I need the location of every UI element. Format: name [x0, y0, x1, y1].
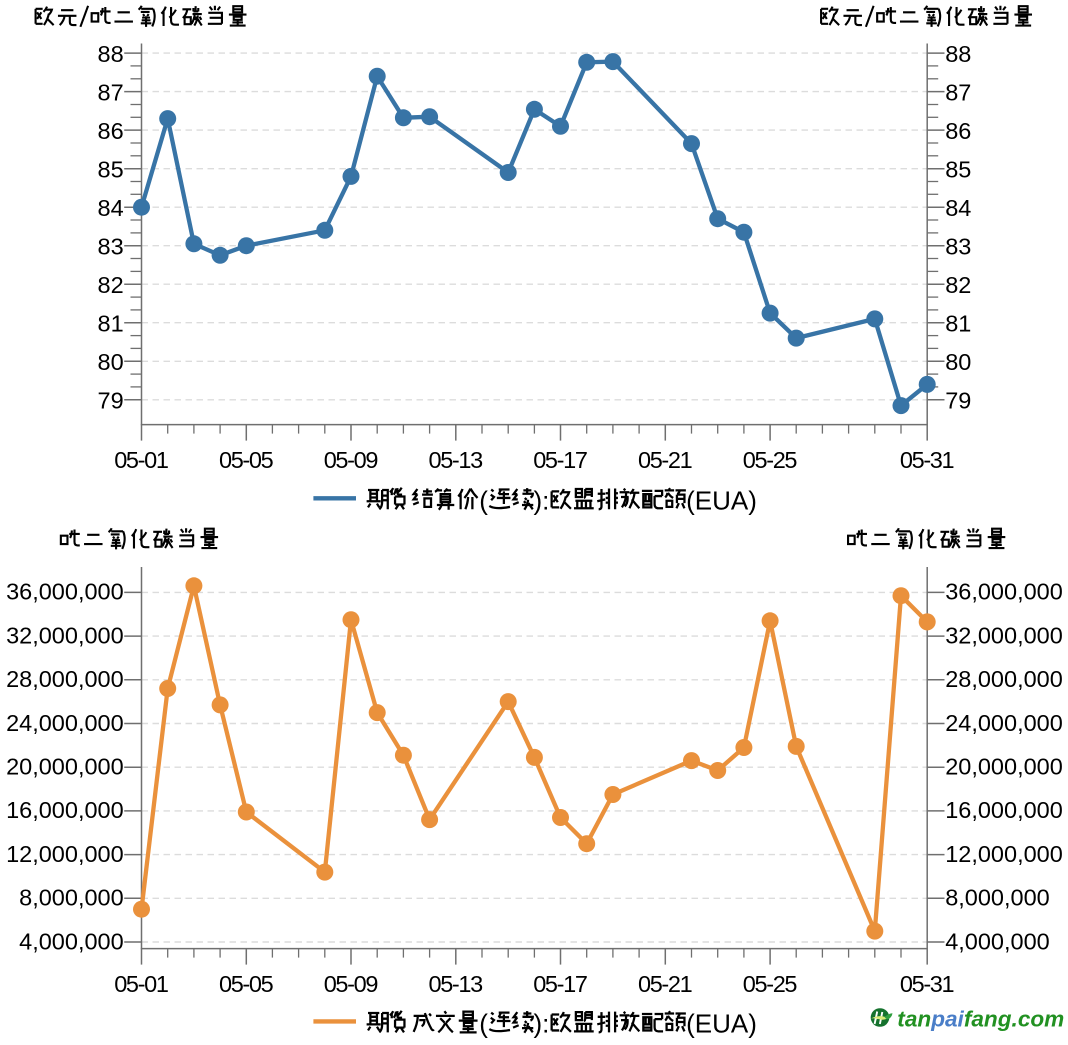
svg-text:05-31: 05-31 [900, 447, 955, 473]
svg-text:05-05: 05-05 [219, 447, 274, 473]
svg-text:32,000,000: 32,000,000 [945, 622, 1063, 648]
svg-text:79: 79 [98, 388, 124, 414]
svg-text:):: ): [534, 486, 550, 516]
svg-text:05-17: 05-17 [533, 447, 588, 473]
svg-text:8,000,000: 8,000,000 [19, 885, 124, 911]
svg-text:05-21: 05-21 [638, 971, 693, 997]
svg-text:82: 82 [945, 272, 971, 298]
svg-text:85: 85 [945, 157, 971, 183]
svg-text:05-21: 05-21 [638, 447, 693, 473]
svg-text:05-31: 05-31 [900, 971, 955, 997]
svg-text:20,000,000: 20,000,000 [6, 754, 124, 780]
svg-text:87: 87 [945, 79, 971, 105]
svg-text:20,000,000: 20,000,000 [945, 754, 1063, 780]
svg-text:81: 81 [98, 311, 124, 337]
svg-text:24,000,000: 24,000,000 [945, 710, 1063, 736]
svg-text:(: ( [479, 1009, 488, 1039]
svg-text:88: 88 [945, 41, 971, 67]
svg-text:16,000,000: 16,000,000 [6, 797, 124, 823]
svg-text:79: 79 [945, 388, 971, 414]
svg-text:(EUA): (EUA) [686, 486, 757, 516]
svg-text:12,000,000: 12,000,000 [945, 841, 1063, 867]
svg-text:36,000,000: 36,000,000 [945, 579, 1063, 605]
svg-text:05-05: 05-05 [219, 971, 274, 997]
svg-text:84: 84 [98, 195, 124, 221]
svg-text:12,000,000: 12,000,000 [6, 841, 124, 867]
svg-text:86: 86 [945, 118, 971, 144]
svg-text:32,000,000: 32,000,000 [6, 622, 124, 648]
svg-text:8,000,000: 8,000,000 [945, 885, 1050, 911]
svg-text:80: 80 [98, 349, 124, 375]
svg-text:36,000,000: 36,000,000 [6, 579, 124, 605]
svg-text:05-17: 05-17 [533, 971, 588, 997]
svg-text:84: 84 [945, 195, 971, 221]
svg-text:05-09: 05-09 [324, 447, 379, 473]
svg-text:83: 83 [98, 234, 124, 260]
svg-text:(: ( [479, 486, 488, 516]
svg-text:05-25: 05-25 [743, 447, 798, 473]
svg-text:88: 88 [98, 41, 124, 67]
svg-text:05-13: 05-13 [429, 447, 484, 473]
svg-text:05-01: 05-01 [114, 971, 169, 997]
svg-text:05-01: 05-01 [114, 447, 169, 473]
svg-text:):: ): [534, 1009, 550, 1039]
svg-text:(EUA): (EUA) [686, 1009, 757, 1039]
svg-text:24,000,000: 24,000,000 [6, 710, 124, 736]
svg-text:82: 82 [98, 272, 124, 298]
svg-text:05-25: 05-25 [743, 971, 798, 997]
svg-text:28,000,000: 28,000,000 [6, 666, 124, 692]
svg-text:4,000,000: 4,000,000 [945, 928, 1050, 954]
svg-text:80: 80 [945, 349, 971, 375]
svg-text:87: 87 [98, 79, 124, 105]
svg-text:tanpaifang.com: tanpaifang.com [897, 1006, 1064, 1031]
svg-text:05-09: 05-09 [324, 971, 379, 997]
svg-text:81: 81 [945, 311, 971, 337]
svg-text:16,000,000: 16,000,000 [945, 797, 1063, 823]
svg-text:86: 86 [98, 118, 124, 144]
svg-text:83: 83 [945, 234, 971, 260]
svg-text:05-13: 05-13 [429, 971, 484, 997]
svg-text:4,000,000: 4,000,000 [19, 928, 124, 954]
svg-text:28,000,000: 28,000,000 [945, 666, 1063, 692]
svg-text:85: 85 [98, 157, 124, 183]
